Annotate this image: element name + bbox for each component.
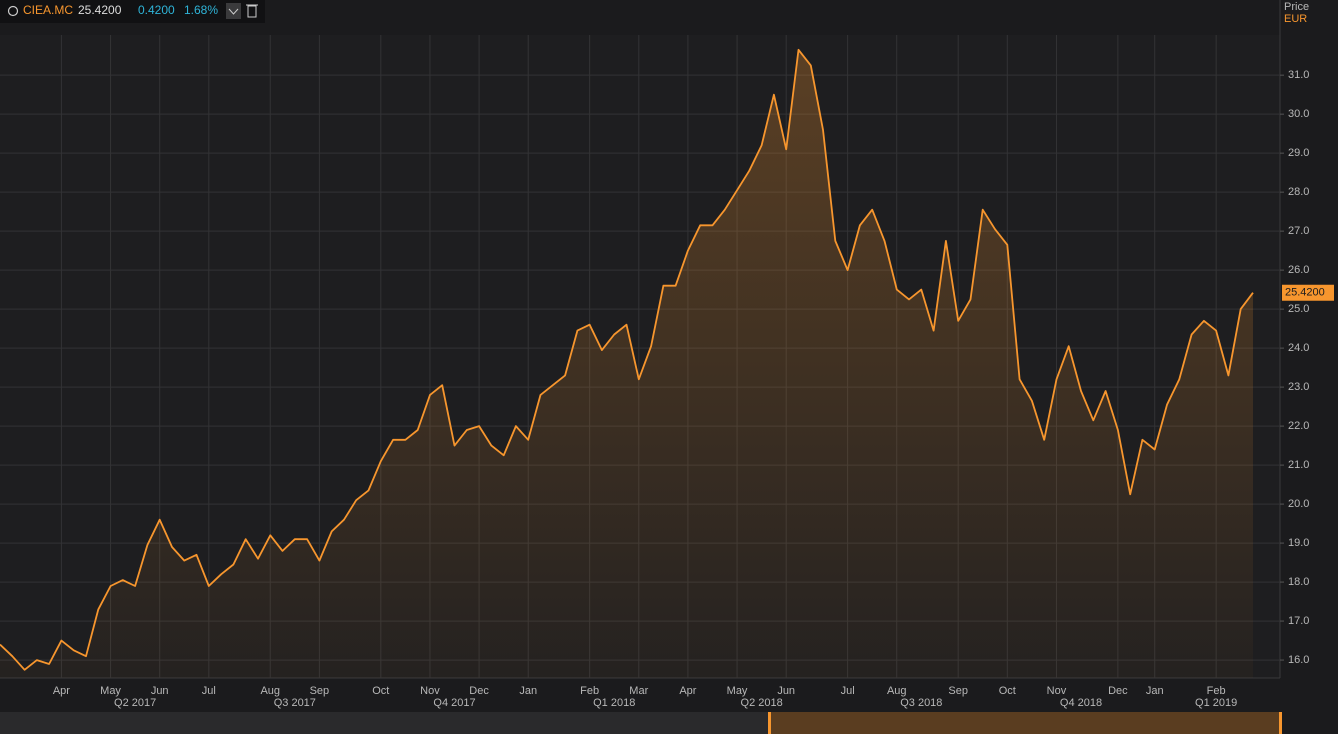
change: 0.4200 (138, 3, 175, 17)
x-tick-label: Jul (202, 685, 216, 697)
price-line (0, 48, 1254, 671)
quarter-label: Q1 2019 (1195, 697, 1237, 709)
y-tick-label: 27.0 (1288, 225, 1309, 237)
delete-button[interactable] (247, 5, 257, 18)
currency: EUR (1284, 13, 1307, 25)
x-tick-label: Jul (841, 685, 855, 697)
area (0, 49, 1253, 679)
x-tick-label: Oct (372, 685, 389, 697)
last-price-tag (1282, 284, 1334, 301)
change-pct: 1.68% (184, 3, 218, 17)
y-tick-label: 28.0 (1288, 186, 1309, 198)
y-tick-label: 29.0 (1288, 147, 1309, 159)
symbol[interactable]: CIEA.MC (23, 3, 73, 17)
scroll-handle[interactable] (768, 712, 771, 734)
x-tick-label: Nov (1047, 685, 1067, 697)
x-tick-label: Jun (777, 685, 795, 697)
last-price-label: 25.4200 (1285, 287, 1325, 299)
x-tick-label: Dec (1108, 685, 1128, 697)
quarter-label: Q3 2018 (900, 697, 942, 709)
y-tick-label: 31.0 (1288, 69, 1309, 81)
y-tick-label: 19.0 (1288, 537, 1309, 549)
quarter-label: Q4 2017 (433, 697, 475, 709)
axis-title: Price (1284, 1, 1309, 13)
y-tick-label: 18.0 (1288, 576, 1309, 588)
y-tick-label: 17.0 (1288, 615, 1309, 627)
quarter-label: Q1 2018 (593, 697, 635, 709)
quarter-label: Q3 2017 (274, 697, 316, 709)
y-tick-label: 25.0 (1288, 303, 1309, 315)
dropdown-icon (228, 8, 239, 15)
x-tick-label: Jan (1146, 685, 1164, 697)
x-tick-label: Dec (469, 685, 489, 697)
header: CIEA.MC 25.4200 0.4200 1.68% (0, 0, 265, 23)
marks (0, 48, 1254, 679)
quarter-label: Q2 2018 (741, 697, 783, 709)
x-tick-label: May (100, 685, 121, 697)
y-tick-label: 22.0 (1288, 420, 1309, 432)
dropdown-button[interactable] (226, 3, 241, 19)
scroll-selection[interactable] (770, 712, 1280, 734)
x-tick-label: Jun (151, 685, 169, 697)
clock-icon (7, 5, 19, 17)
x-tick-label: Oct (999, 685, 1016, 697)
x-tick-label: Sep (948, 685, 968, 697)
y-tick-label: 21.0 (1288, 459, 1309, 471)
y-tick-label: 16.0 (1288, 654, 1309, 666)
y-tick-label: 24.0 (1288, 342, 1309, 354)
quarter-label: Q4 2018 (1060, 697, 1102, 709)
x-tick-label: Sep (310, 685, 330, 697)
y-tick-label: 26.0 (1288, 264, 1309, 276)
x-tick-label: Aug (887, 685, 907, 697)
x-tick-label: Feb (580, 685, 599, 697)
price: 25.4200 (78, 3, 122, 17)
x-tick-label: Feb (1207, 685, 1226, 697)
header-box (0, 0, 265, 23)
scroll-handle[interactable] (1279, 712, 1282, 734)
y-tick-label: 23.0 (1288, 381, 1309, 393)
x-tick-label: Nov (420, 685, 440, 697)
x-tick-label: Apr (679, 685, 696, 697)
x-tick-label: Mar (629, 685, 648, 697)
x-tick-label: Apr (53, 685, 70, 697)
y-tick-label: 30.0 (1288, 108, 1309, 120)
x-tick-label: May (727, 685, 748, 697)
quarter-label: Q2 2017 (114, 697, 156, 709)
y-tick-label: 20.0 (1288, 498, 1309, 510)
x-tick-label: Aug (260, 685, 280, 697)
x-tick-label: Jan (519, 685, 537, 697)
